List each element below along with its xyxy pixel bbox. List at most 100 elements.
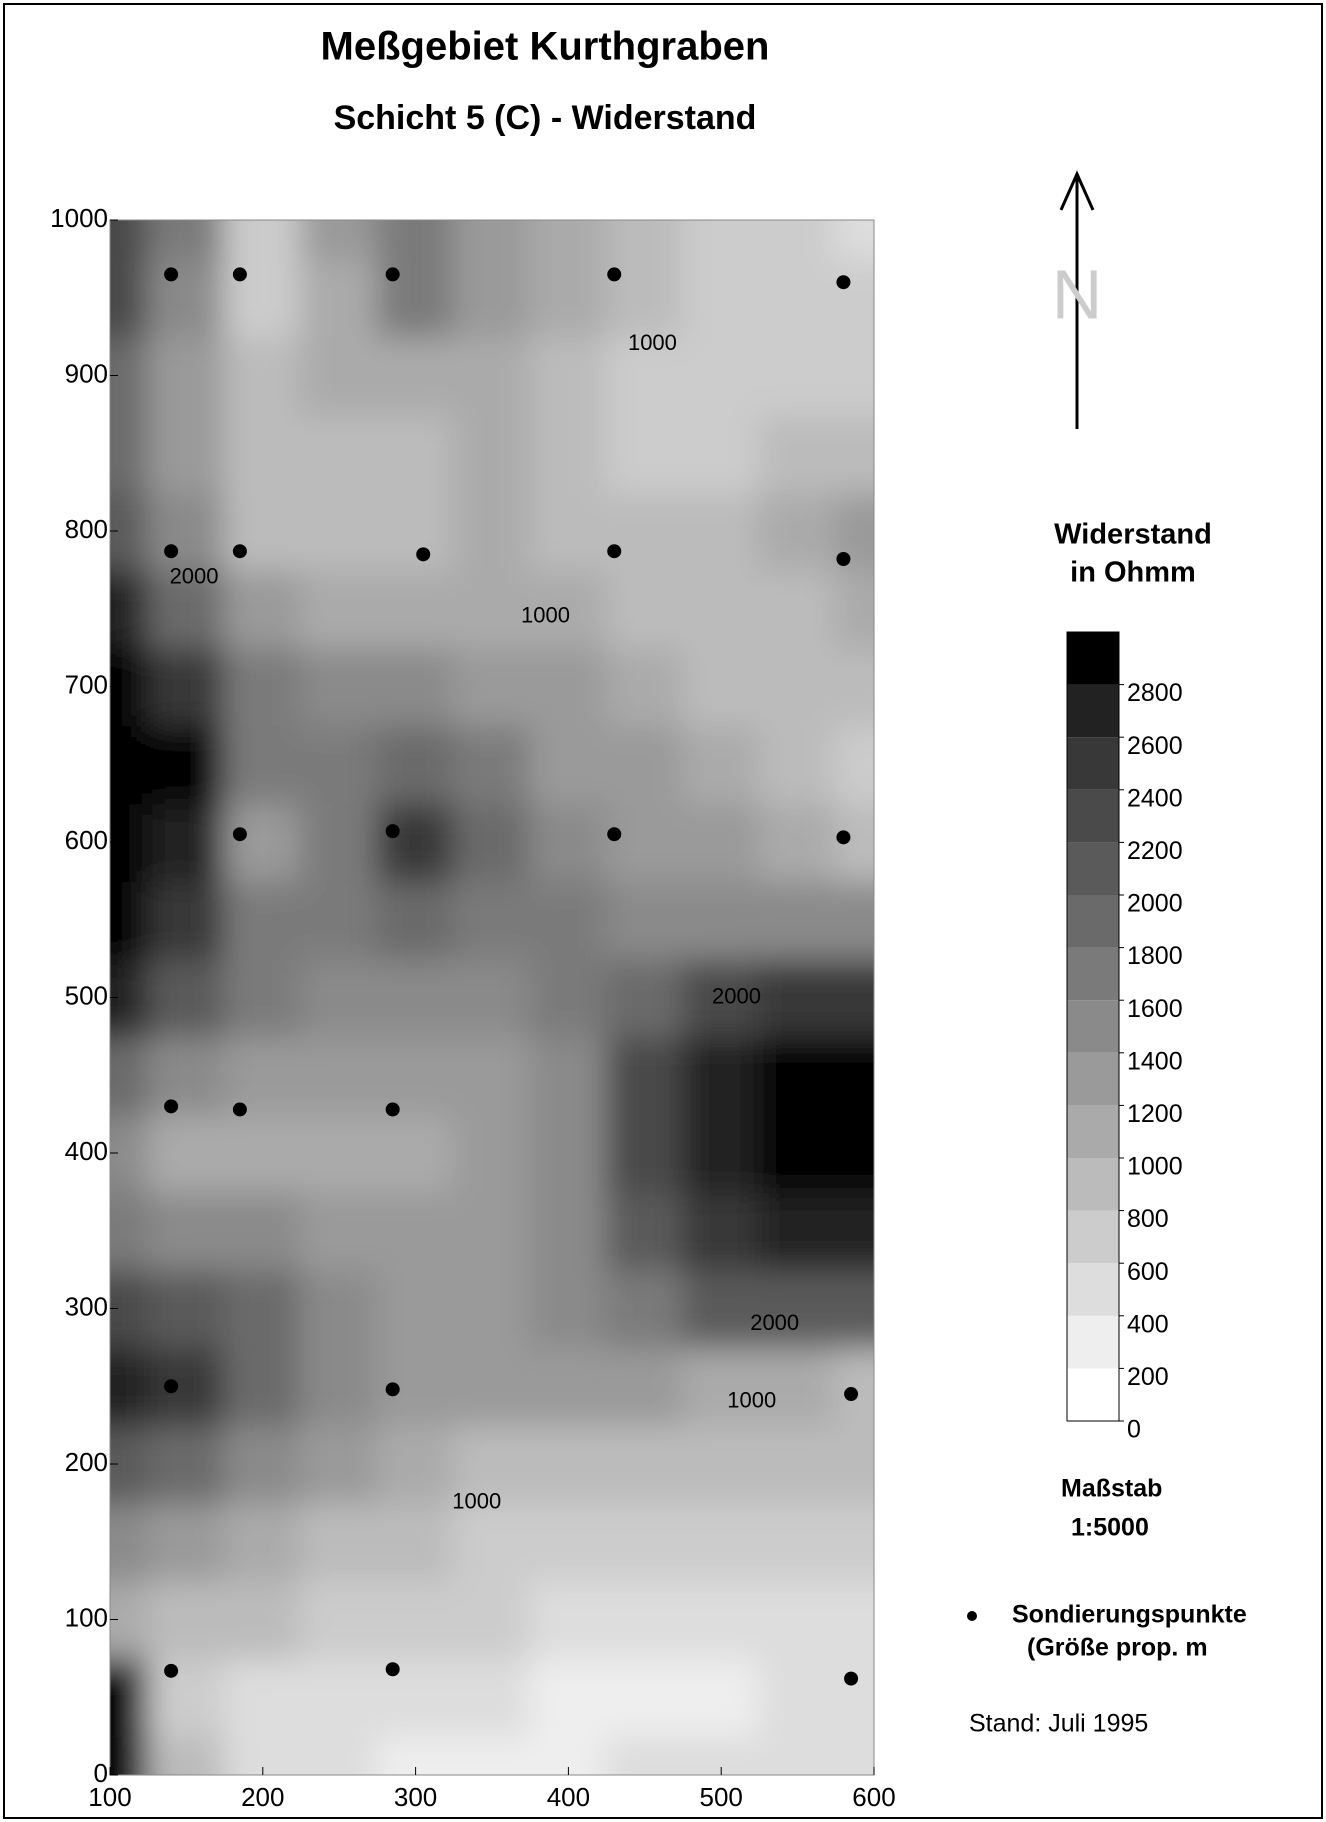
cell <box>605 802 684 882</box>
cell <box>452 568 532 649</box>
cell <box>110 879 150 960</box>
cell <box>834 1035 874 1116</box>
cell <box>147 568 226 649</box>
x-tick-label: 500 <box>700 1782 743 1812</box>
cell <box>223 1501 302 1582</box>
legend-note: (Größe prop. m <box>1027 1634 1208 1662</box>
cell <box>300 1346 379 1427</box>
cell <box>529 1657 608 1738</box>
cell <box>682 413 761 494</box>
cell <box>682 568 761 649</box>
cell <box>300 1035 379 1116</box>
cell <box>376 568 455 649</box>
cell <box>834 957 874 1038</box>
x-tick-label: 300 <box>394 1782 437 1812</box>
colorbar-tick-label: 2000 <box>1127 890 1183 918</box>
cell <box>110 1735 150 1775</box>
cell <box>529 1035 608 1116</box>
cell <box>605 1501 684 1582</box>
cell <box>682 1346 761 1427</box>
cell <box>529 957 608 1038</box>
cell <box>452 1735 532 1775</box>
frame <box>3 3 1323 1819</box>
cell <box>300 257 379 338</box>
colorbar-tick-label: 2400 <box>1127 784 1183 812</box>
colorbar-band <box>1067 1158 1119 1211</box>
colorbar-band <box>1067 1000 1119 1053</box>
cell <box>376 646 455 727</box>
sounding-point <box>416 547 431 562</box>
cell <box>376 1190 455 1271</box>
cell <box>300 957 379 1038</box>
cell <box>682 491 761 571</box>
cell <box>300 568 379 649</box>
sounding-point <box>232 267 247 282</box>
cell <box>605 1190 684 1271</box>
cell <box>452 1035 532 1116</box>
cell <box>147 413 226 494</box>
cell <box>452 257 532 338</box>
cell <box>452 491 532 571</box>
colorbar-band <box>1067 842 1119 895</box>
cell <box>605 1346 684 1427</box>
cell <box>529 1113 608 1193</box>
cell <box>529 1501 608 1582</box>
colorbar-tick-label: 200 <box>1127 1363 1169 1391</box>
north-arrow <box>1059 170 1095 429</box>
cell <box>529 1268 608 1349</box>
cell <box>376 491 455 571</box>
sounding-point <box>385 1382 400 1397</box>
cell <box>223 1424 302 1504</box>
cell <box>223 568 302 649</box>
cell <box>605 1657 684 1738</box>
y-tick-label: 500 <box>65 980 108 1010</box>
y-tick-label: 900 <box>65 358 108 388</box>
colorbar-band <box>1067 1210 1119 1264</box>
cell <box>110 257 150 338</box>
cell <box>300 724 379 805</box>
cell <box>605 568 684 649</box>
colorbar-tick-label: 1400 <box>1127 1047 1183 1075</box>
cell <box>376 724 455 805</box>
cell <box>758 1268 837 1349</box>
cell <box>682 1657 761 1738</box>
cell <box>300 646 379 727</box>
cell <box>834 1268 874 1349</box>
colorbar-tick-label: 2800 <box>1127 679 1183 707</box>
cell <box>605 335 684 416</box>
cell <box>529 724 608 805</box>
cell <box>529 879 608 960</box>
cell <box>834 1190 874 1271</box>
x-tick-label: 200 <box>241 1782 284 1812</box>
cell <box>452 1346 532 1427</box>
y-tick-label: 700 <box>65 669 108 699</box>
cell <box>223 1190 302 1271</box>
sounding-point <box>607 544 622 559</box>
cell <box>834 220 874 260</box>
cell <box>758 1113 837 1193</box>
chart-subtitle: Schicht 5 (C) - Widerstand <box>334 99 757 137</box>
sounding-point <box>385 1662 400 1677</box>
cell <box>452 1113 532 1193</box>
cell <box>605 491 684 571</box>
colorbar-band <box>1067 737 1119 790</box>
cell <box>529 1579 608 1660</box>
cell <box>682 646 761 727</box>
colorbar-band <box>1067 1368 1119 1421</box>
cell <box>758 335 837 416</box>
cell <box>376 1501 455 1582</box>
y-tick-label: 300 <box>65 1291 108 1321</box>
cell <box>758 413 837 494</box>
cell <box>376 1424 455 1504</box>
cell <box>300 1113 379 1193</box>
cell <box>147 335 226 416</box>
stand: Stand: Juli 1995 <box>969 1710 1148 1738</box>
cell <box>452 1579 532 1660</box>
cell <box>758 1735 837 1775</box>
cell <box>452 1268 532 1349</box>
cell <box>223 1268 302 1349</box>
cell <box>300 879 379 960</box>
cell <box>300 491 379 571</box>
cell <box>682 220 761 260</box>
cell <box>376 220 455 260</box>
